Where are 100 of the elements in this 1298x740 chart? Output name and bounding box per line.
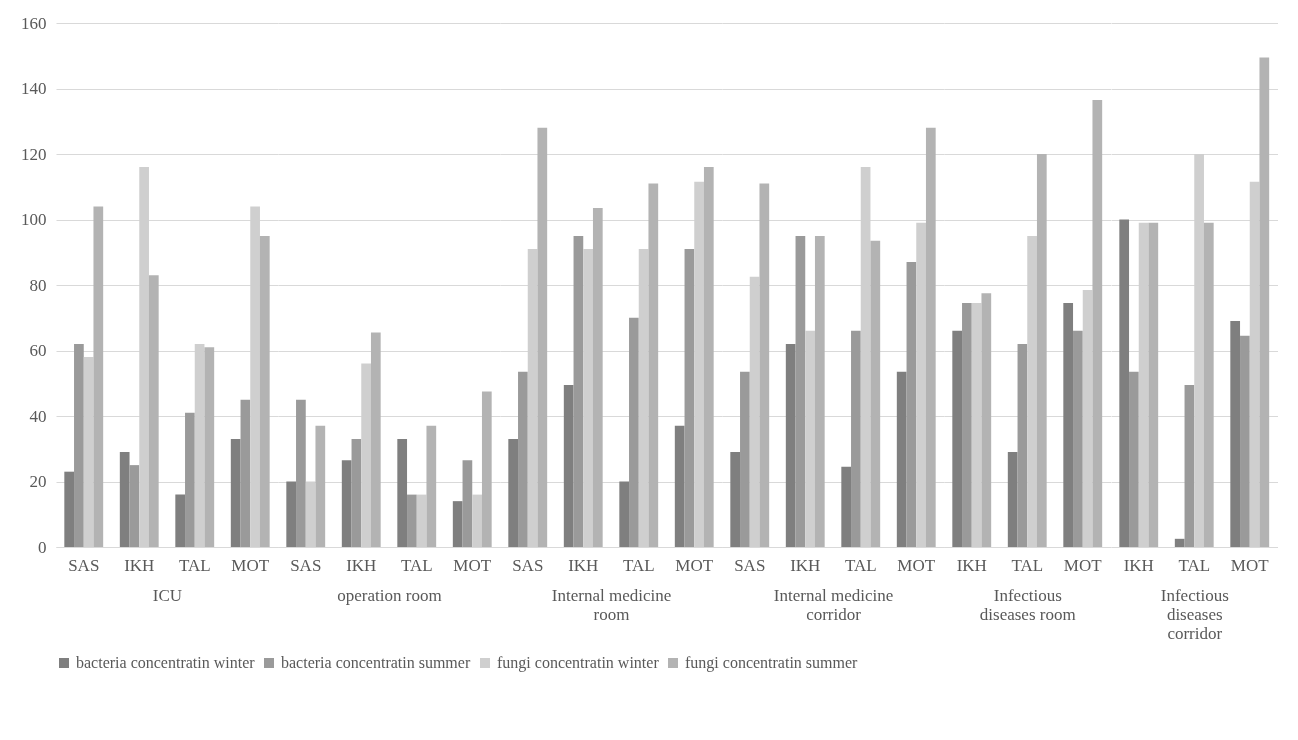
x-tick-label: TAL [400, 555, 433, 575]
bar [1259, 57, 1270, 547]
x-axis-title: operation room [337, 585, 442, 605]
bar [1092, 99, 1103, 547]
x-tick-label: TAL [844, 555, 877, 575]
bar [916, 222, 926, 547]
bar [481, 391, 492, 547]
bar [619, 481, 630, 547]
bar [629, 317, 639, 547]
x-tick-label: TAL [622, 555, 655, 575]
x-axis-title: Internal medicine corridor [773, 585, 894, 624]
bar [684, 248, 695, 547]
x-axis-title: Infectious diseases room [979, 585, 1076, 624]
bar [537, 127, 548, 547]
x-tick-label: IKH [568, 555, 599, 575]
bar [518, 371, 528, 547]
bar [583, 248, 593, 547]
bar [592, 208, 603, 547]
x-tick-label: MOT [1230, 555, 1270, 575]
bar [1063, 303, 1074, 547]
bar [1240, 335, 1250, 547]
bar [573, 235, 584, 547]
bar [351, 438, 362, 547]
bar [240, 399, 251, 547]
bar [925, 127, 936, 547]
bar [896, 371, 907, 547]
bar [286, 481, 297, 547]
x-tick-label: IKH [346, 555, 377, 575]
bar [674, 425, 685, 547]
bar [1184, 384, 1195, 547]
x-tick-label: MOT [453, 555, 492, 575]
bar [563, 384, 574, 547]
y-tick-label: 20 [29, 472, 47, 491]
x-tick-label: TAL [178, 555, 211, 575]
bar [962, 303, 972, 547]
x-tick-label: SAS [290, 555, 322, 575]
x-tick-label: IKH [956, 555, 987, 575]
bar [508, 438, 519, 547]
y-tick-label: 60 [29, 341, 47, 360]
bar [397, 438, 408, 547]
bar [416, 494, 427, 547]
bar [305, 481, 316, 547]
y-tick-label: 40 [29, 406, 47, 426]
bar [971, 303, 982, 547]
legend-label: fungi concentratin winter [497, 654, 660, 672]
bar [1148, 222, 1159, 547]
bar [1007, 452, 1018, 547]
bar [83, 357, 94, 547]
x-tick-label: TAL [1178, 555, 1211, 575]
bar [759, 183, 770, 547]
bar [93, 206, 104, 547]
y-tick-label: 100 [21, 210, 47, 229]
bar [952, 330, 963, 547]
bar [370, 332, 381, 547]
bar [906, 262, 917, 547]
bar [1017, 343, 1028, 547]
bar [1036, 154, 1047, 547]
legend-label: bacteria concentratin summer [281, 654, 471, 671]
x-tick-label: IKH [1123, 555, 1154, 575]
y-tick-label: 140 [21, 79, 47, 98]
bar [185, 412, 195, 547]
bar [1119, 219, 1130, 547]
x-tick-label: SAS [68, 555, 100, 575]
x-axis-title: ICU [152, 585, 183, 605]
bar [341, 460, 352, 547]
bar [462, 460, 473, 547]
legend-label: fungi concentratin summer [685, 654, 859, 672]
bar [1174, 538, 1185, 547]
y-tick-label: 80 [29, 275, 47, 295]
bar [204, 347, 215, 547]
bar [129, 465, 140, 547]
bar [426, 425, 437, 547]
bar [703, 167, 714, 547]
bar [452, 501, 463, 547]
x-tick-label: SAS [512, 555, 544, 575]
bar [841, 466, 852, 547]
bar [315, 425, 326, 547]
bar [795, 235, 806, 547]
x-tick-label: MOT [675, 555, 714, 575]
bar [1082, 289, 1093, 547]
x-tick-label: MOT [1063, 555, 1103, 575]
bar [981, 293, 992, 547]
x-axis-title: Internal medicine room [551, 585, 672, 624]
bar [730, 452, 741, 547]
bar [648, 183, 659, 547]
bar [148, 275, 159, 547]
bar [259, 235, 270, 547]
bar [472, 494, 482, 547]
bar [1129, 371, 1139, 547]
bar [740, 371, 750, 547]
bar [851, 330, 861, 547]
bar [407, 494, 417, 547]
bar [74, 343, 84, 547]
bar [64, 471, 75, 547]
x-axis-title: Infectious diseases corridor [1160, 585, 1229, 643]
y-tick-label: 120 [21, 144, 47, 164]
x-tick-label: IKH [124, 555, 155, 575]
bar [1203, 222, 1214, 547]
bar [870, 240, 881, 547]
x-tick-label: MOT [231, 555, 270, 575]
